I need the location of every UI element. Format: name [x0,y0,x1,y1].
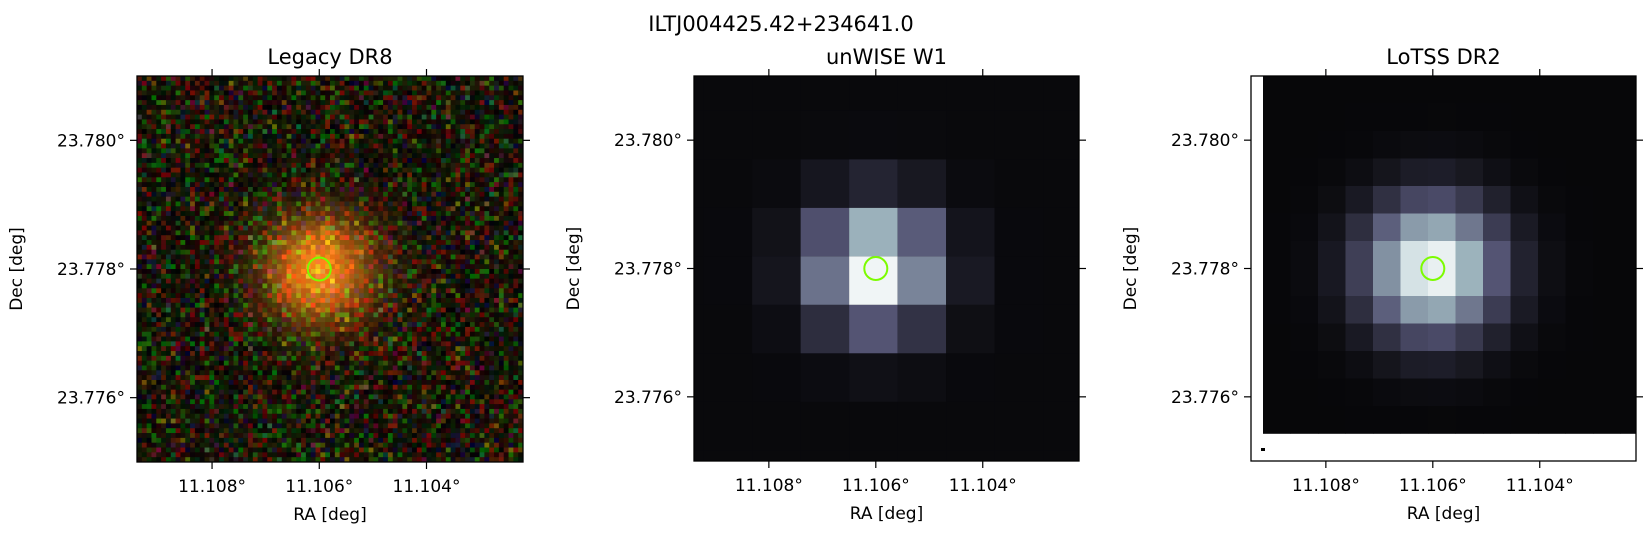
x-tick-label: 11.108° [1292,476,1360,496]
panel-1: 11.108° 11.106° 11.104° 23.780° 23.778° 23.77… [7,45,530,525]
y-tick-label: 23.776° [57,389,125,409]
x-tick-label: 11.104° [949,476,1017,496]
panel-3: 11.108° 11.106° 11.104° 23.780° 23.778° 23.77… [1121,45,1643,524]
x-axis-label: RA [deg] [1407,504,1480,524]
panel-title: LoTSS DR2 [1386,45,1500,69]
x-tick-label: 11.108° [735,476,803,496]
y-tick-label: 23.780° [1171,131,1239,151]
figure-title: ILTJ004425.42+234641.0 [648,12,913,36]
panel-title: unWISE W1 [826,45,947,69]
y-tick-label: 23.778° [57,260,125,280]
y-tick-label: 23.776° [1171,388,1239,408]
y-axis-label: Dec [deg] [7,227,27,311]
y-tick-label: 23.780° [614,131,682,151]
x-tick-label: 11.106° [1399,476,1467,496]
x-tick-label: 11.104° [393,477,461,497]
x-tick-label: 11.104° [1506,476,1574,496]
y-tick-label: 23.780° [57,131,125,151]
panels: 11.108° 11.106° 11.104° 23.780° 23.778° 23.77… [7,45,1643,525]
x-tick-label: 11.106° [842,476,910,496]
y-axis-label: Dec [deg] [564,227,584,311]
y-tick-label: 23.778° [1171,260,1239,280]
panel-title: Legacy DR8 [267,45,392,69]
panel-2: 11.108° 11.106° 11.104° 23.780° 23.778° 23.77… [564,45,1086,524]
x-tick-label: 11.106° [285,477,353,497]
x-tick-label: 11.108° [178,477,246,497]
y-axis-label: Dec [deg] [1121,227,1141,311]
y-tick-label: 23.778° [614,260,682,280]
x-axis-label: RA [deg] [850,504,923,524]
x-axis-label: RA [deg] [293,505,366,525]
y-tick-label: 23.776° [614,388,682,408]
